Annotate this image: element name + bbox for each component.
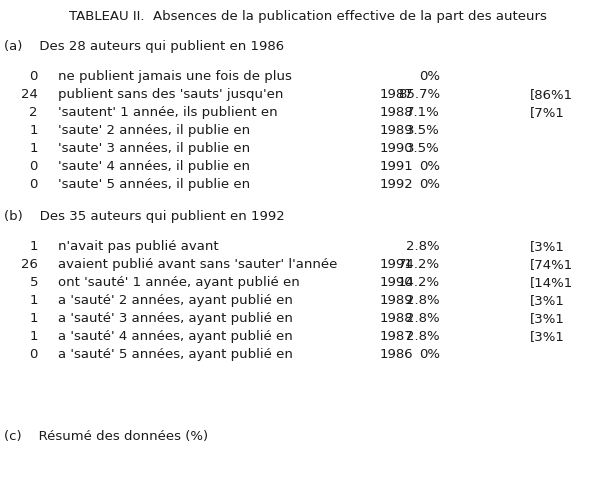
Text: a 'sauté' 4 années, ayant publié en: a 'sauté' 4 années, ayant publié en <box>58 330 293 343</box>
Text: a 'sauté' 2 années, ayant publié en: a 'sauté' 2 années, ayant publié en <box>58 294 293 307</box>
Text: ne publient jamais une fois de plus: ne publient jamais une fois de plus <box>58 70 292 83</box>
Text: 3.5%: 3.5% <box>406 142 440 155</box>
Text: 1992: 1992 <box>380 178 414 191</box>
Text: 1987: 1987 <box>380 330 414 343</box>
Text: 14.2%: 14.2% <box>398 276 440 289</box>
Text: ont 'sauté' 1 année, ayant publié en: ont 'sauté' 1 année, ayant publié en <box>58 276 300 289</box>
Text: 0%: 0% <box>419 178 440 191</box>
Text: 0%: 0% <box>419 348 440 361</box>
Text: 1: 1 <box>30 240 38 253</box>
Text: (b)    Des 35 auteurs qui publient en 1992: (b) Des 35 auteurs qui publient en 1992 <box>4 210 285 223</box>
Text: 2.8%: 2.8% <box>407 312 440 325</box>
Text: 1989: 1989 <box>380 124 413 137</box>
Text: 0: 0 <box>30 160 38 173</box>
Text: [3%1: [3%1 <box>530 294 565 307</box>
Text: 1990: 1990 <box>380 142 413 155</box>
Text: a 'sauté' 3 années, ayant publié en: a 'sauté' 3 années, ayant publié en <box>58 312 293 325</box>
Text: 1: 1 <box>30 294 38 307</box>
Text: 1988: 1988 <box>380 106 413 119</box>
Text: [74%1: [74%1 <box>530 258 573 271</box>
Text: 1989: 1989 <box>380 294 413 307</box>
Text: 1: 1 <box>30 142 38 155</box>
Text: 2: 2 <box>30 106 38 119</box>
Text: (a)    Des 28 auteurs qui publient en 1986: (a) Des 28 auteurs qui publient en 1986 <box>4 40 284 53</box>
Text: 7.1%: 7.1% <box>406 106 440 119</box>
Text: 24: 24 <box>21 88 38 101</box>
Text: 3.5%: 3.5% <box>406 124 440 137</box>
Text: publient sans des 'sauts' jusqu'en: publient sans des 'sauts' jusqu'en <box>58 88 283 101</box>
Text: [7%1: [7%1 <box>530 106 565 119</box>
Text: (c)    Résumé des données (%): (c) Résumé des données (%) <box>4 430 208 443</box>
Text: 1990: 1990 <box>380 276 413 289</box>
Text: 0: 0 <box>30 348 38 361</box>
Text: avaient publié avant sans 'sauter' l'année: avaient publié avant sans 'sauter' l'ann… <box>58 258 338 271</box>
Text: 'saute' 5 années, il publie en: 'saute' 5 années, il publie en <box>58 178 250 191</box>
Text: 1: 1 <box>30 124 38 137</box>
Text: 1991: 1991 <box>380 258 414 271</box>
Text: 5: 5 <box>30 276 38 289</box>
Text: 1: 1 <box>30 330 38 343</box>
Text: 1988: 1988 <box>380 312 413 325</box>
Text: 0%: 0% <box>419 70 440 83</box>
Text: TABLEAU II.  Absences de la publication effective de la part des auteurs: TABLEAU II. Absences de la publication e… <box>69 10 547 23</box>
Text: 1987: 1987 <box>380 88 414 101</box>
Text: 1991: 1991 <box>380 160 414 173</box>
Text: 85.7%: 85.7% <box>398 88 440 101</box>
Text: [14%1: [14%1 <box>530 276 573 289</box>
Text: 0: 0 <box>30 178 38 191</box>
Text: 'sautent' 1 année, ils publient en: 'sautent' 1 année, ils publient en <box>58 106 278 119</box>
Text: 0%: 0% <box>419 160 440 173</box>
Text: [3%1: [3%1 <box>530 312 565 325</box>
Text: 2.8%: 2.8% <box>407 330 440 343</box>
Text: 2.8%: 2.8% <box>407 240 440 253</box>
Text: [3%1: [3%1 <box>530 240 565 253</box>
Text: 0: 0 <box>30 70 38 83</box>
Text: 1986: 1986 <box>380 348 413 361</box>
Text: 'saute' 4 années, il publie en: 'saute' 4 années, il publie en <box>58 160 250 173</box>
Text: 74.2%: 74.2% <box>398 258 440 271</box>
Text: a 'sauté' 5 années, ayant publié en: a 'sauté' 5 années, ayant publié en <box>58 348 293 361</box>
Text: 'saute' 3 années, il publie en: 'saute' 3 années, il publie en <box>58 142 250 155</box>
Text: [3%1: [3%1 <box>530 330 565 343</box>
Text: [86%1: [86%1 <box>530 88 573 101</box>
Text: 1: 1 <box>30 312 38 325</box>
Text: n'avait pas publié avant: n'avait pas publié avant <box>58 240 219 253</box>
Text: 'saute' 2 années, il publie en: 'saute' 2 années, il publie en <box>58 124 250 137</box>
Text: 2.8%: 2.8% <box>407 294 440 307</box>
Text: 26: 26 <box>21 258 38 271</box>
